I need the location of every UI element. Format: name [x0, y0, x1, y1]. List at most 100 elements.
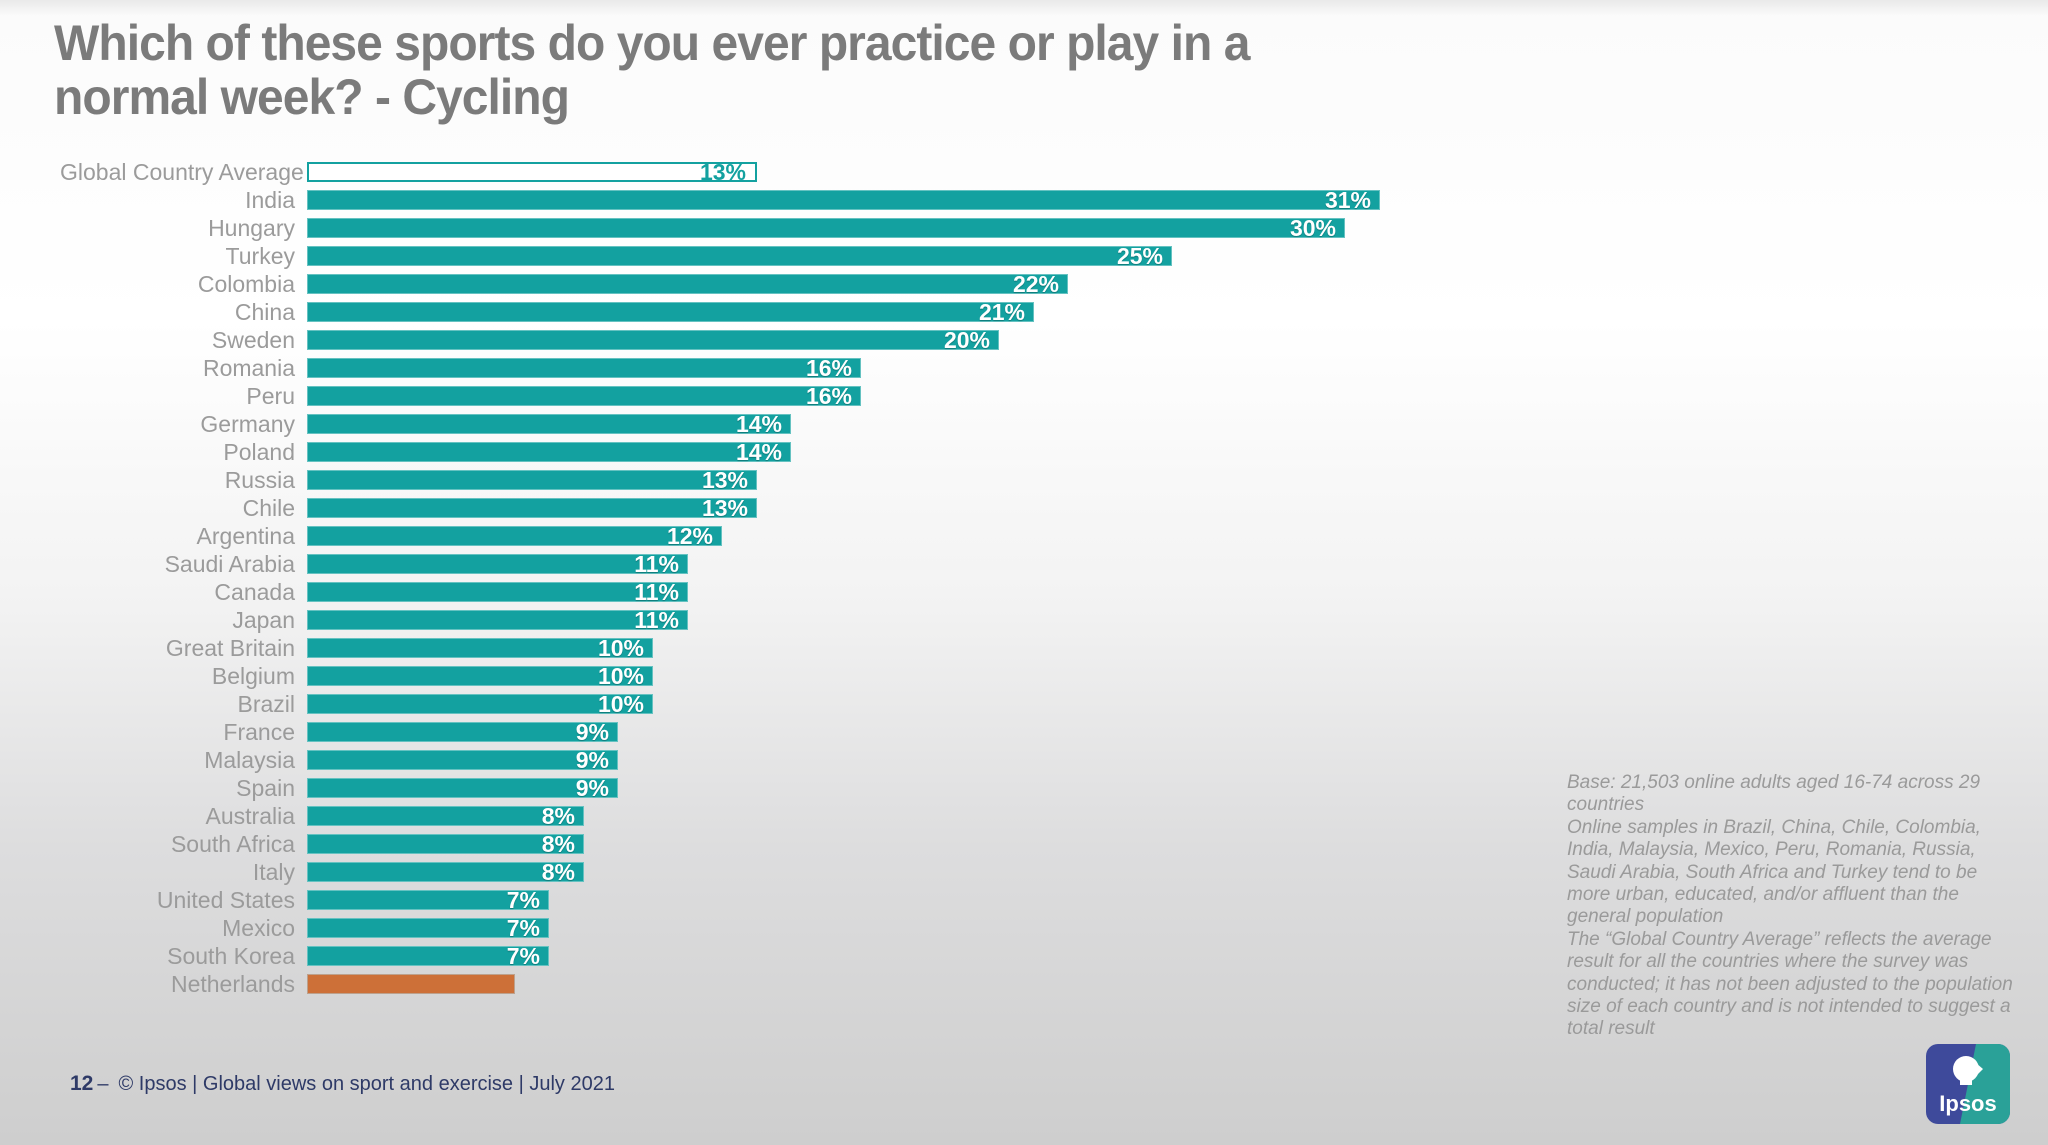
page-number: 12 — [70, 1072, 94, 1095]
bar: 31% — [307, 189, 1380, 212]
country-label: Great Britain — [165, 635, 295, 661]
page-title: Which of these sports do you ever practi… — [54, 16, 1250, 124]
country-label: Spain — [236, 775, 295, 801]
bar-value-label: 11% — [634, 551, 679, 577]
chart-row: Italy 8% — [60, 861, 1380, 884]
bar-value-label: 30% — [1289, 215, 1336, 241]
bar: 10% — [307, 691, 653, 717]
bar-value-label: 10% — [597, 635, 644, 661]
country-label: South Korea — [167, 943, 295, 969]
bar: 22% — [307, 271, 1068, 297]
country-label: Germany — [200, 411, 295, 437]
chart-row: South Korea 7% — [60, 943, 1380, 969]
ipsos-logo-graphic: Ipsos — [1926, 1044, 2010, 1124]
chart-row: Great Britain 10% — [60, 635, 1380, 661]
country-label: Global Country Average — [60, 159, 304, 185]
bar: 8% — [307, 803, 584, 829]
chart-row: Mexico 7% — [60, 915, 1380, 941]
bar: 9% — [307, 747, 618, 773]
bar: 13% — [307, 159, 757, 185]
country-label: China — [234, 299, 295, 325]
country-label: Turkey — [225, 243, 295, 269]
bar-value-label: 20% — [943, 327, 990, 353]
country-label: Sweden — [211, 327, 295, 353]
bar-value-label: 13% — [699, 159, 746, 185]
country-label: Argentina — [196, 523, 295, 549]
country-label: Belgium — [211, 663, 295, 689]
bar: 16% — [307, 385, 861, 408]
bar-chart: Global Country Average 13% India 31% Hun… — [60, 159, 1380, 1002]
bar: 7% — [307, 915, 549, 941]
bar-value-label: 8% — [541, 803, 575, 829]
bar: 9% — [307, 721, 618, 744]
country-label: Japan — [232, 607, 295, 633]
country-label: Russia — [224, 467, 295, 493]
bar: 10% — [307, 635, 653, 661]
chart-row: China 21% — [60, 299, 1380, 325]
bar — [307, 974, 515, 994]
bar-value-label: 11% — [634, 607, 679, 633]
bar-value-label: 14% — [735, 411, 782, 437]
bar-value-label: 7% — [506, 943, 540, 969]
bar-value-label: 8% — [541, 831, 575, 857]
country-label: India — [245, 187, 295, 213]
bar-value-label: 21% — [978, 299, 1025, 325]
chart-row: Japan 11% — [60, 607, 1380, 633]
chart-row: United States 7% — [60, 887, 1380, 913]
country-label: Malaysia — [204, 747, 295, 773]
chart-row: Romania 16% — [60, 357, 1380, 380]
chart-row: Global Country Average 13% — [60, 159, 1380, 185]
bar: 12% — [307, 525, 722, 548]
bar-value-label: 11% — [634, 579, 679, 605]
bar: 21% — [307, 299, 1034, 325]
footnote-average-note: The “Global Country Average” reflects th… — [1567, 928, 2013, 1040]
chart-row: Canada 11% — [60, 579, 1380, 605]
chart-row: South Africa 8% — [60, 831, 1380, 857]
chart-row: Poland 14% — [60, 439, 1380, 465]
logo-wordmark: Ipsos — [1939, 1091, 1996, 1116]
country-label: United States — [156, 887, 295, 913]
bar-value-label: 13% — [701, 467, 748, 493]
country-label: Australia — [205, 803, 295, 829]
chart-row: France 9% — [60, 721, 1380, 744]
bar: 9% — [307, 777, 618, 800]
country-label: Brazil — [237, 691, 295, 717]
chart-row: Belgium 10% — [60, 663, 1380, 689]
bar: 30% — [307, 215, 1345, 241]
chart-row: Australia 8% — [60, 803, 1380, 829]
footer: 12– © Ipsos | Global views on sport and e… — [70, 1072, 615, 1096]
bar-value-label: 7% — [506, 887, 540, 913]
page-title-line-2: normal week? - Cycling — [54, 69, 570, 125]
country-label: Netherlands — [170, 971, 295, 997]
chart-row: Saudi Arabia 11% — [60, 551, 1380, 577]
chart-row: Russia 13% — [60, 467, 1380, 493]
country-label: Peru — [246, 383, 295, 409]
ipsos-head-icon — [1953, 1056, 1983, 1085]
bar: 11% — [307, 607, 688, 633]
bar: 14% — [307, 411, 791, 437]
bar-value-label: 10% — [597, 663, 644, 689]
bar: 20% — [307, 327, 999, 353]
page-title-line-1: Which of these sports do you ever practi… — [54, 15, 1250, 71]
bar: 13% — [307, 497, 757, 520]
country-label: Hungary — [208, 215, 295, 241]
footer-text: © Ipsos | Global views on sport and exer… — [118, 1073, 615, 1095]
bar: 13% — [307, 467, 757, 493]
bar: 14% — [307, 439, 791, 465]
footnote: Base: 21,503 online adults aged 16-74 ac… — [1567, 772, 2022, 1041]
bar: 11% — [307, 551, 688, 577]
bar-value-label: 14% — [735, 439, 782, 465]
bar-value-label: 9% — [575, 747, 609, 773]
bar-value-label: 7% — [506, 915, 540, 941]
bar-value-label: 22% — [1012, 271, 1059, 297]
bar: 10% — [307, 663, 653, 689]
country-label: Colombia — [197, 271, 295, 297]
country-label: Poland — [223, 439, 295, 465]
chart-row: India 31% — [60, 187, 1380, 213]
ipsos-logo: Ipsos — [1926, 1044, 2010, 1124]
chart-row: Germany 14% — [60, 411, 1380, 437]
bar-value-label: 10% — [597, 691, 644, 717]
footnote-base: Base: 21,503 online adults aged 16-74 ac… — [1567, 772, 1981, 816]
bar: 7% — [307, 887, 549, 913]
